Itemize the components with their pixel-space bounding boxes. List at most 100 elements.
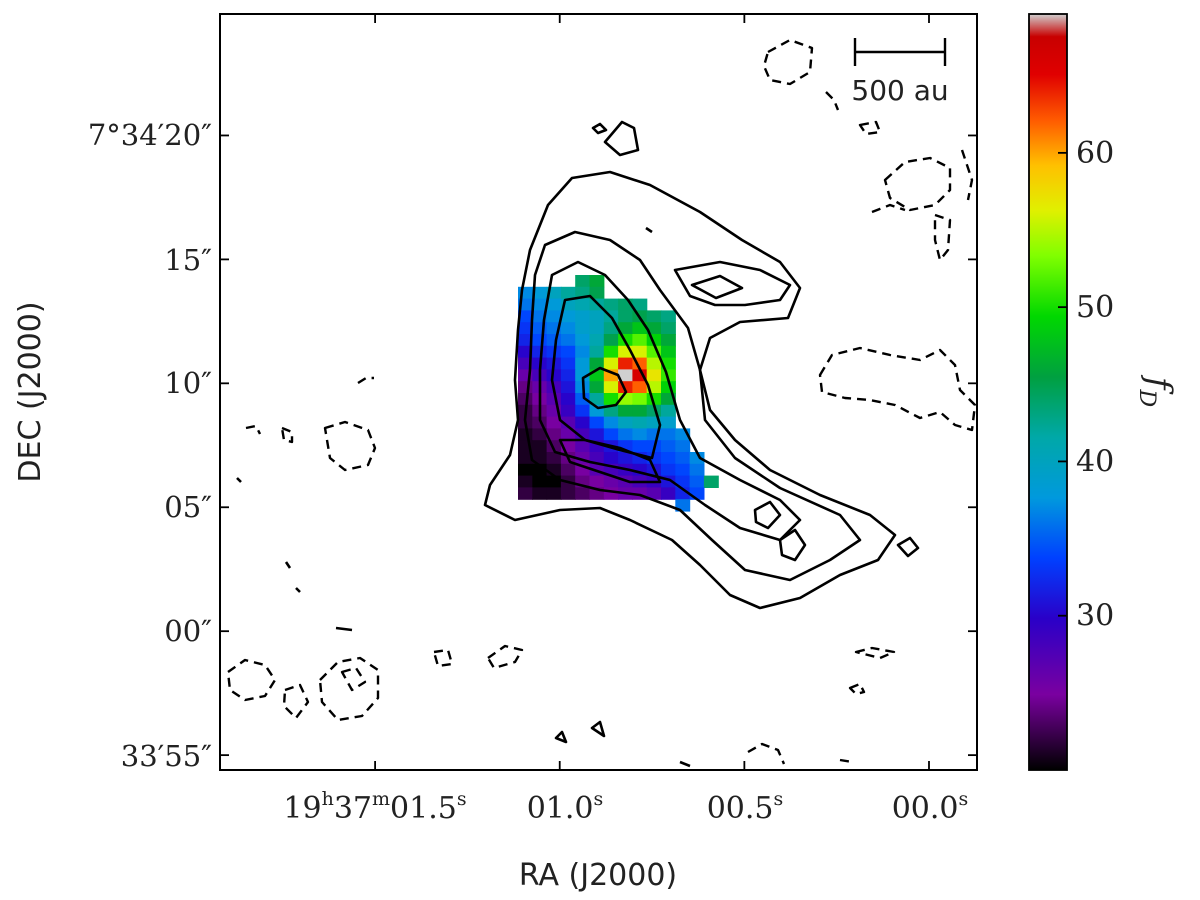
map-pixel bbox=[575, 440, 591, 453]
map-pixel bbox=[560, 322, 576, 335]
contour-level-5 bbox=[581, 366, 628, 410]
y-tick-label: 10″ bbox=[164, 366, 212, 400]
scale-bar bbox=[853, 38, 947, 66]
map-pixel bbox=[560, 310, 576, 323]
contour-level-3 bbox=[538, 260, 802, 542]
map-pixel bbox=[518, 322, 533, 335]
dashed-contour-s-1 bbox=[432, 648, 454, 668]
dashed-contours bbox=[226, 38, 977, 765]
dashed-contour-sw-2 bbox=[282, 683, 310, 720]
map-pixel bbox=[632, 345, 648, 359]
map-pixel bbox=[646, 487, 662, 500]
dashed-contour-ne-1 bbox=[858, 120, 882, 136]
y-tick-label: 15″ bbox=[164, 243, 212, 277]
map-pixel bbox=[560, 357, 576, 370]
map-pixel bbox=[518, 452, 533, 465]
contour-bit-4 bbox=[284, 561, 292, 569]
colorbar-tick-label: 30 bbox=[1076, 599, 1114, 634]
map-pixel bbox=[532, 286, 548, 300]
y-tick-label: 33′55″ bbox=[121, 739, 212, 773]
dashed-contour-se-1 bbox=[854, 646, 896, 660]
map-pixel bbox=[589, 428, 605, 441]
map-pixel bbox=[560, 428, 576, 441]
x-axis-label: RA (J2000) bbox=[519, 858, 677, 893]
map-pixel bbox=[603, 428, 619, 441]
map-pixel bbox=[518, 487, 533, 500]
dashed-contour-e-2 bbox=[933, 213, 952, 262]
contour-bit-5 bbox=[295, 587, 301, 593]
map-pixel bbox=[575, 369, 591, 382]
dashed-contour-sw-1 bbox=[226, 658, 277, 702]
y-tick-label: 7°34′20″ bbox=[88, 118, 212, 152]
map-pixel bbox=[675, 440, 691, 453]
contour-bit-8 bbox=[679, 760, 691, 768]
map-pixel bbox=[560, 286, 576, 300]
y-tick-labels: 7°34′20″ 15″ 10″ 05″ 00″ 33′55″ bbox=[88, 118, 212, 773]
map-pixel bbox=[603, 334, 619, 347]
contour-level-4 bbox=[550, 294, 662, 460]
y-tick-label: 05″ bbox=[164, 490, 212, 524]
dashed-contour-w-1 bbox=[323, 420, 377, 472]
map-pixel bbox=[703, 475, 719, 488]
map-pixel bbox=[661, 416, 676, 429]
map-pixel bbox=[575, 298, 591, 311]
dashed-contour-se-2 bbox=[848, 682, 866, 696]
map-pixel bbox=[603, 487, 619, 500]
dashed-contour-w-4 bbox=[357, 376, 374, 385]
map-pixel bbox=[546, 475, 562, 488]
dashed-contour-e-1 bbox=[883, 156, 952, 212]
fraction-map bbox=[518, 275, 719, 512]
map-pixel bbox=[661, 487, 676, 500]
map-pixel bbox=[675, 452, 691, 465]
map-pixel bbox=[603, 357, 619, 370]
map-pixel bbox=[518, 463, 533, 477]
colorbar-label: fD bbox=[1134, 374, 1179, 408]
map-pixel bbox=[603, 475, 619, 488]
map-pixel bbox=[661, 463, 676, 477]
map-pixel bbox=[618, 310, 633, 323]
map-pixel bbox=[560, 404, 576, 418]
contour-level-1 bbox=[483, 170, 897, 610]
map-pixel bbox=[618, 416, 633, 429]
dashed-contour-sw-4 bbox=[340, 666, 367, 692]
x-tick-labels: 19h37m01.5s 01.0s 00.5s 00.0s bbox=[283, 788, 968, 826]
map-pixel bbox=[575, 416, 591, 429]
contour-bit-7 bbox=[645, 226, 653, 234]
contour-level-2 bbox=[523, 230, 862, 582]
contour-ne-loop-outer bbox=[673, 260, 792, 307]
map-pixel bbox=[575, 487, 591, 500]
map-pixel bbox=[575, 310, 591, 323]
map-pixel bbox=[646, 369, 662, 382]
map-pixel bbox=[518, 428, 533, 441]
map-pixel bbox=[546, 310, 562, 323]
map-pixel bbox=[560, 416, 576, 429]
scale-bar-label: 500 au bbox=[851, 74, 948, 107]
map-pixel bbox=[632, 298, 648, 311]
map-pixel bbox=[646, 357, 662, 370]
map-pixel bbox=[646, 322, 662, 335]
map-pixel bbox=[689, 452, 705, 465]
map-pixel bbox=[546, 487, 562, 500]
x-tick-label: 19h37m01.5s bbox=[283, 788, 466, 826]
map-pixel bbox=[532, 298, 548, 311]
map-pixel bbox=[518, 334, 533, 347]
x-tick-label: 00.0s bbox=[892, 788, 969, 826]
map-pixel bbox=[589, 334, 605, 347]
map-pixel bbox=[661, 369, 676, 382]
colorbar-ticks: 30 40 50 60 bbox=[1058, 136, 1114, 634]
map-pixel bbox=[575, 334, 591, 347]
map-pixel bbox=[661, 322, 676, 335]
map-pixel bbox=[589, 393, 605, 406]
map-pixel bbox=[661, 452, 676, 465]
dashed-contour-e-big bbox=[818, 346, 977, 432]
map-pixel bbox=[532, 487, 548, 500]
map-pixel bbox=[632, 404, 648, 418]
contour-ne-loop-inner bbox=[690, 274, 744, 300]
map-pixel bbox=[589, 322, 605, 335]
map-pixel bbox=[532, 440, 548, 453]
map-pixel bbox=[661, 334, 676, 347]
map-pixel bbox=[560, 463, 576, 477]
map-pixel bbox=[603, 381, 619, 394]
map-pixel bbox=[546, 334, 562, 347]
